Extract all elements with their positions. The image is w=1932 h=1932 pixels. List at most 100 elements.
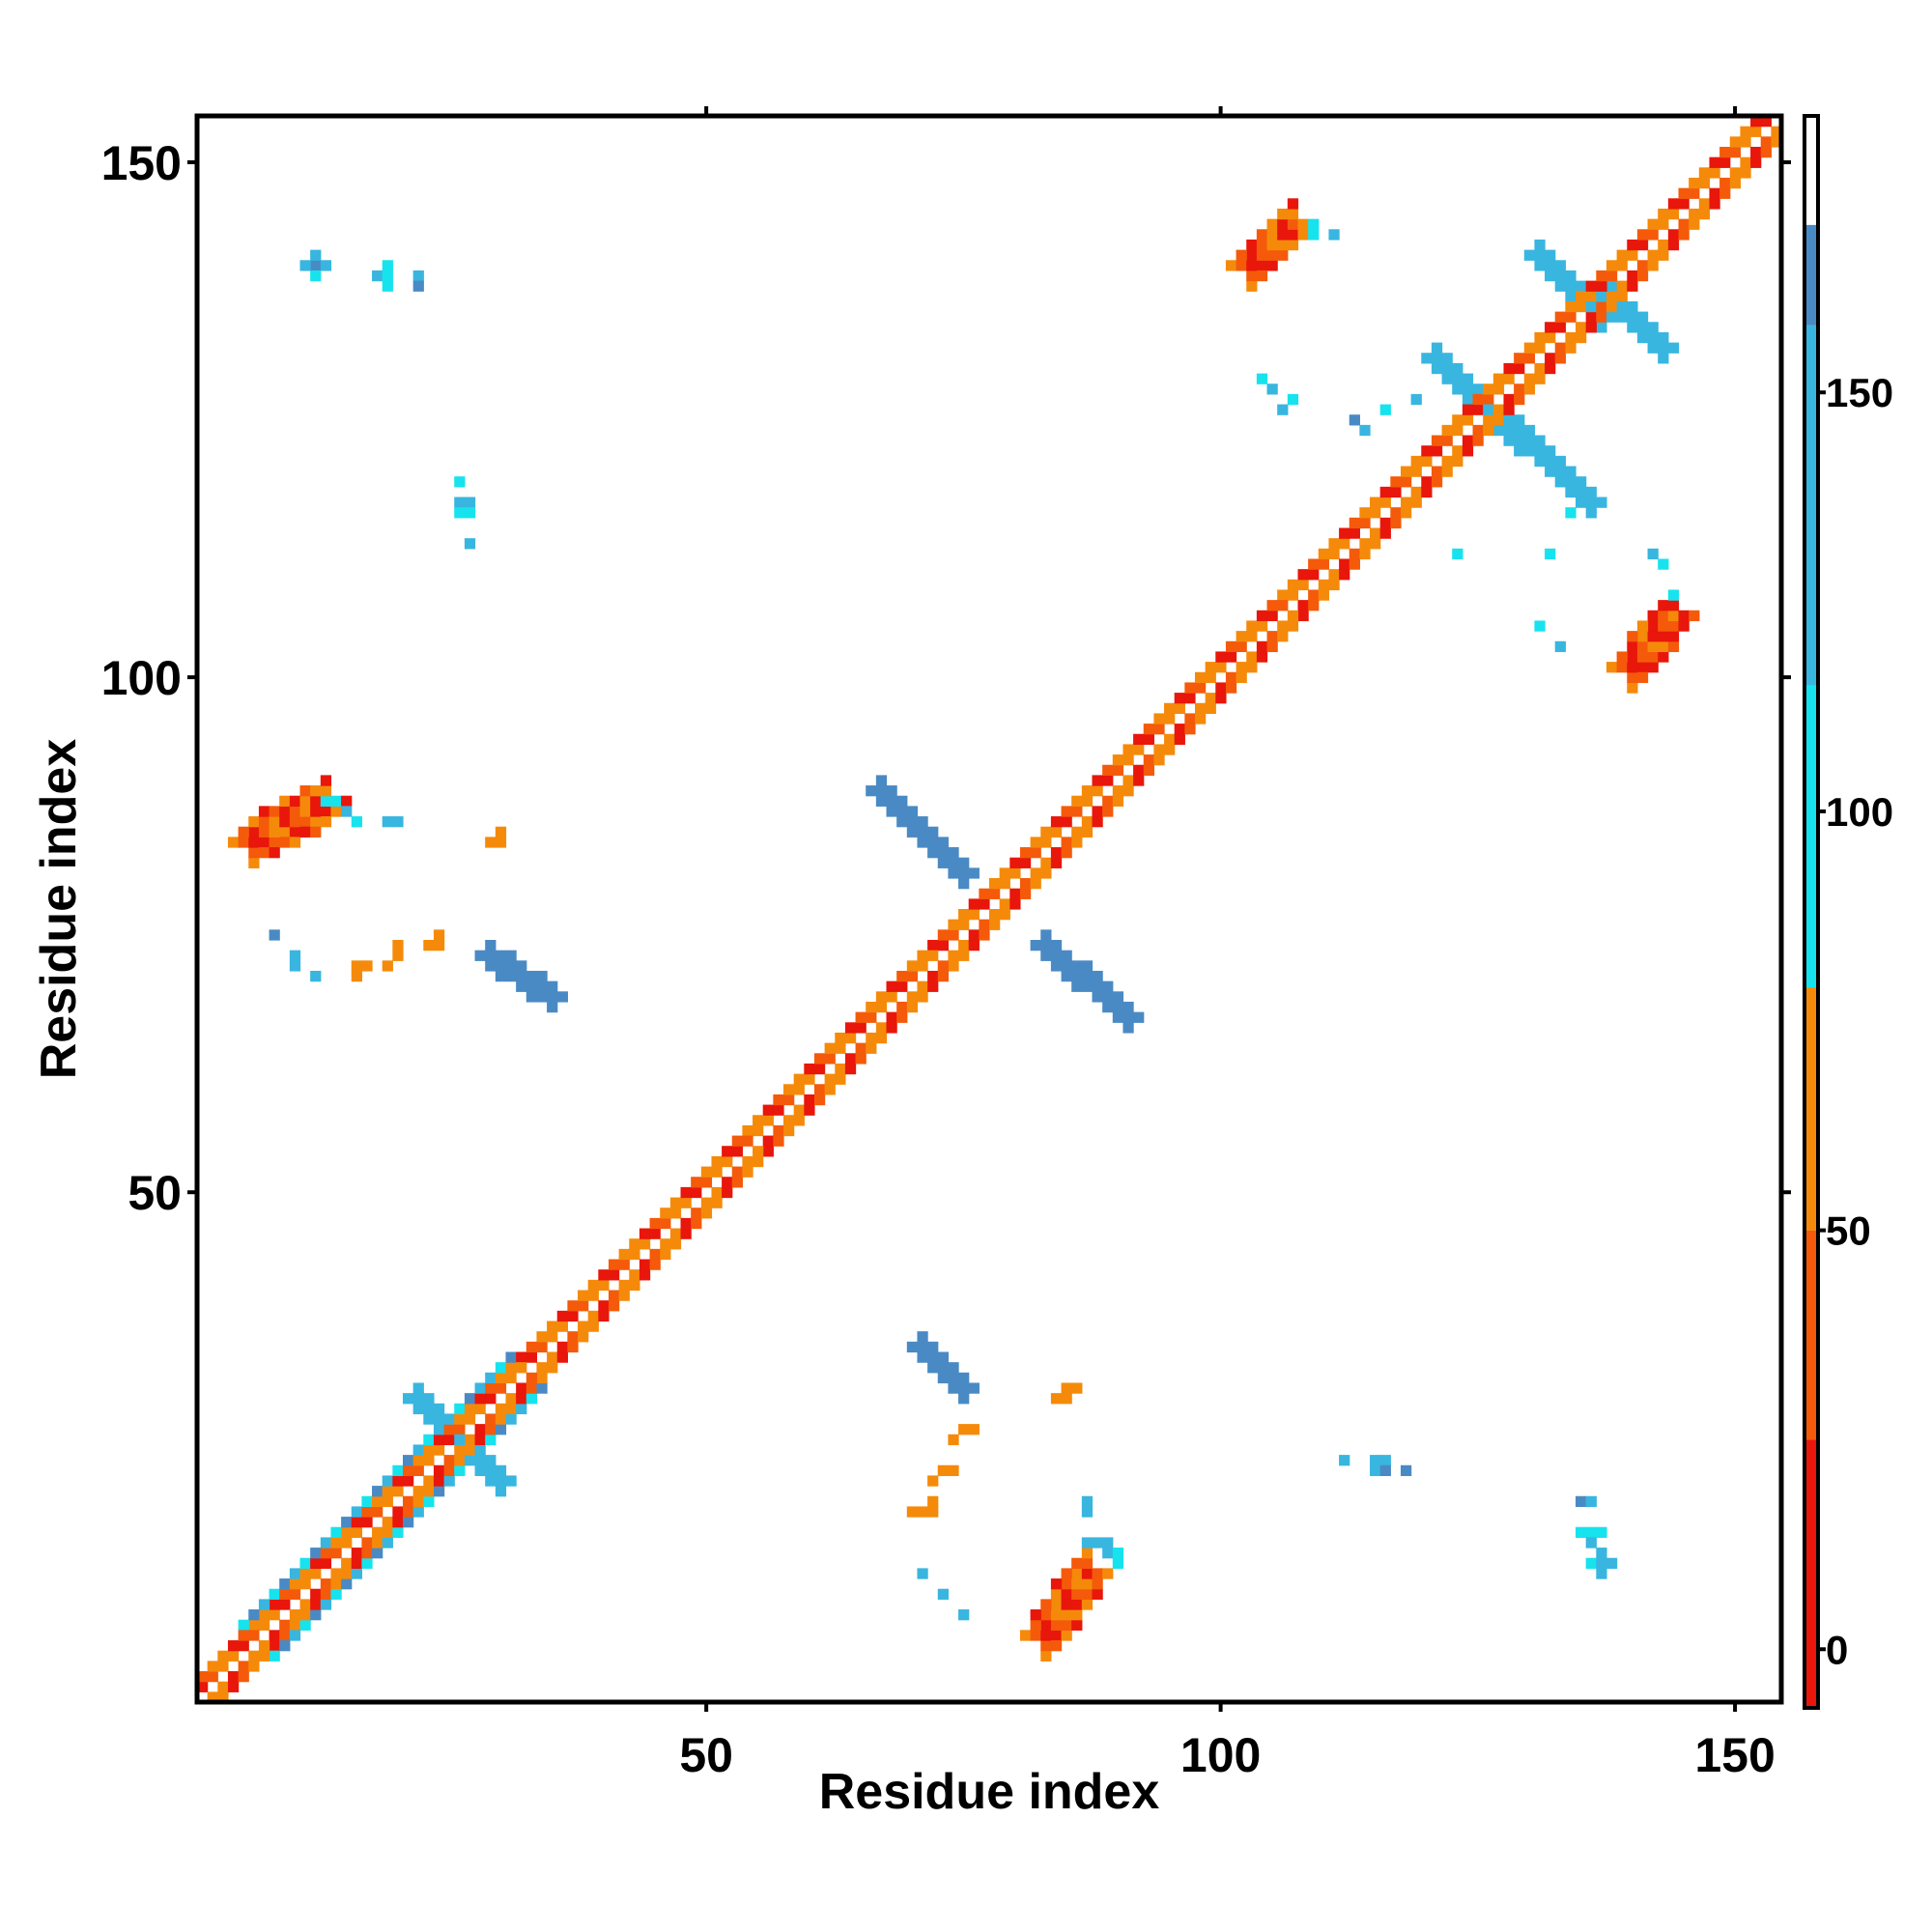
heatmap-cell bbox=[700, 1177, 713, 1188]
heatmap-cell bbox=[1667, 589, 1680, 601]
heatmap-cell bbox=[1256, 229, 1268, 241]
heatmap-cell bbox=[495, 1464, 507, 1477]
heatmap-cell bbox=[999, 898, 1010, 910]
heatmap-cell bbox=[660, 1217, 671, 1230]
heatmap-cell bbox=[906, 991, 919, 1003]
heatmap-cell bbox=[1534, 239, 1546, 251]
heatmap-cell bbox=[248, 1619, 260, 1631]
heatmap-cell bbox=[310, 795, 322, 807]
heatmap-cell bbox=[875, 785, 888, 797]
heatmap-cell bbox=[238, 837, 249, 848]
heatmap-cell bbox=[299, 816, 311, 828]
heatmap-cell bbox=[1441, 424, 1453, 437]
heatmap-cell bbox=[1462, 445, 1474, 457]
heatmap-cell bbox=[1277, 218, 1289, 230]
heatmap-cell bbox=[289, 1630, 301, 1641]
heatmap-cell bbox=[1246, 280, 1258, 292]
heatmap-cell bbox=[937, 1372, 949, 1384]
heatmap-cell bbox=[1585, 1526, 1597, 1538]
heatmap-cell bbox=[351, 1548, 362, 1559]
heatmap-cell bbox=[567, 1300, 579, 1312]
heatmap-cell bbox=[1081, 795, 1094, 807]
heatmap-cell bbox=[258, 816, 270, 828]
heatmap-cell bbox=[742, 1166, 753, 1178]
colorbar-segment bbox=[1804, 325, 1818, 686]
heatmap-cell bbox=[1081, 826, 1094, 838]
heatmap-cell bbox=[999, 878, 1010, 890]
heatmap-cell bbox=[433, 1475, 445, 1487]
heatmap-cell bbox=[1441, 353, 1453, 364]
heatmap-cell bbox=[1061, 816, 1072, 828]
heatmap-cell bbox=[1678, 218, 1690, 230]
heatmap-cell bbox=[279, 1578, 291, 1590]
heatmap-cell bbox=[793, 1084, 805, 1095]
heatmap-cell bbox=[1576, 322, 1587, 333]
heatmap-cell bbox=[578, 1321, 589, 1332]
heatmap-cell bbox=[1061, 1578, 1072, 1590]
heatmap-cell bbox=[1658, 218, 1669, 230]
heatmap-cell bbox=[906, 1506, 919, 1518]
heatmap-cell bbox=[1277, 208, 1289, 220]
heatmap-cell bbox=[1112, 1557, 1124, 1569]
heatmap-cell bbox=[1647, 218, 1659, 230]
heatmap-cell bbox=[526, 970, 538, 982]
heatmap-cell bbox=[1667, 198, 1680, 210]
heatmap-cell bbox=[1297, 569, 1309, 581]
heatmap-cell bbox=[1081, 1568, 1094, 1579]
heatmap-cell bbox=[1585, 300, 1597, 313]
heatmap-cell bbox=[1061, 1382, 1072, 1394]
heatmap-cell bbox=[1523, 353, 1536, 364]
heatmap-cell bbox=[927, 1341, 939, 1353]
heatmap-cell bbox=[958, 1382, 970, 1394]
heatmap-cell bbox=[1462, 414, 1474, 426]
heatmap-cell bbox=[197, 1671, 209, 1683]
heatmap-cell bbox=[927, 1506, 939, 1518]
heatmap-cell bbox=[1050, 1599, 1063, 1610]
heatmap-cell bbox=[1616, 260, 1628, 271]
heatmap-cell bbox=[1627, 671, 1638, 684]
heatmap-cell bbox=[1092, 816, 1103, 828]
heatmap-cell bbox=[1472, 435, 1484, 446]
heatmap-cell bbox=[1215, 662, 1227, 673]
heatmap-cell bbox=[742, 1155, 753, 1168]
heatmap-cell bbox=[495, 1475, 507, 1487]
heatmap-cell bbox=[1102, 795, 1114, 807]
heatmap-cell bbox=[937, 1588, 949, 1600]
heatmap-cell bbox=[979, 929, 990, 941]
heatmap-cell bbox=[691, 1217, 702, 1230]
heatmap-cell bbox=[1462, 393, 1474, 406]
heatmap-cell bbox=[927, 950, 939, 961]
x-axis-title: Residue index bbox=[819, 1764, 1160, 1820]
heatmap-cell bbox=[1658, 631, 1669, 642]
heatmap-cell bbox=[392, 816, 404, 828]
heatmap-cell bbox=[1040, 837, 1052, 848]
heatmap-cell bbox=[1771, 136, 1782, 148]
heatmap-cell bbox=[660, 1208, 671, 1219]
heatmap-cell bbox=[1545, 331, 1556, 344]
heatmap-cell bbox=[423, 1475, 435, 1487]
heatmap-cell bbox=[1092, 806, 1103, 817]
heatmap-cell bbox=[1658, 640, 1669, 653]
heatmap-cell bbox=[1627, 322, 1638, 333]
heatmap-cell bbox=[1266, 631, 1278, 642]
heatmap-cell bbox=[1040, 1640, 1052, 1652]
heatmap-cell bbox=[1452, 548, 1463, 560]
heatmap-cell bbox=[289, 795, 301, 807]
heatmap-cell bbox=[1019, 1630, 1032, 1641]
heatmap-cell bbox=[1514, 393, 1525, 406]
heatmap-cell bbox=[1689, 610, 1700, 622]
heatmap-cell bbox=[1390, 507, 1402, 519]
heatmap-cell bbox=[1523, 445, 1536, 457]
heatmap-cell bbox=[1719, 146, 1731, 158]
heatmap-cell bbox=[793, 1073, 805, 1085]
heatmap-cell bbox=[536, 980, 548, 992]
heatmap-cell bbox=[1349, 517, 1360, 529]
heatmap-cell bbox=[382, 1475, 393, 1487]
heatmap-cell bbox=[1523, 435, 1536, 446]
heatmap-cell bbox=[1081, 1557, 1094, 1569]
heatmap-cell bbox=[886, 991, 897, 1003]
heatmap-cell bbox=[1565, 507, 1577, 519]
heatmap-cell bbox=[526, 1372, 538, 1384]
heatmap-cell bbox=[269, 929, 280, 941]
heatmap-cell bbox=[948, 1372, 959, 1384]
